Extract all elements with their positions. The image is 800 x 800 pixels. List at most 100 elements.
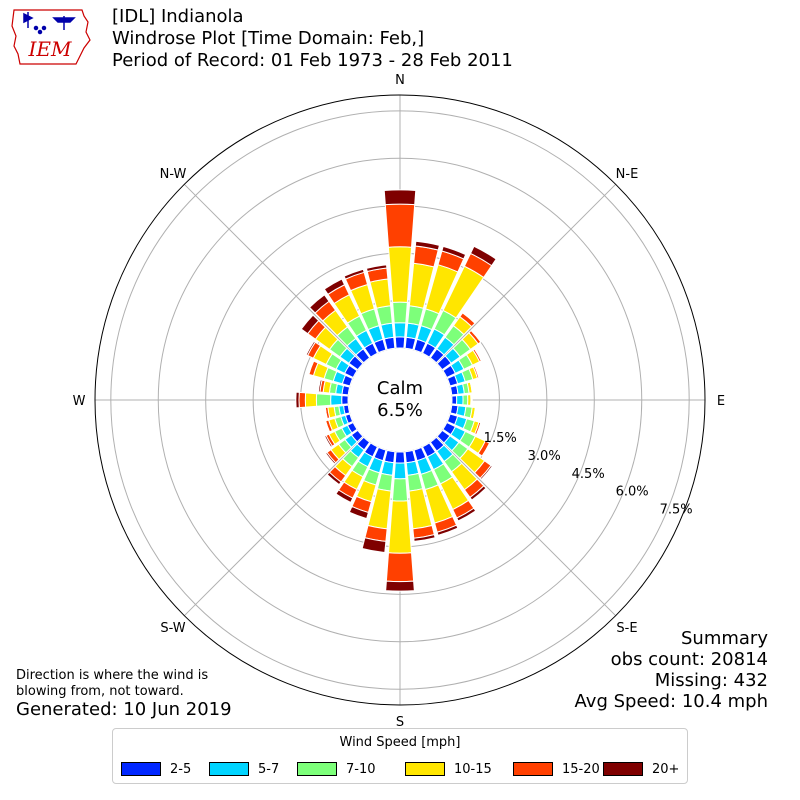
wind-bar-segment	[335, 489, 354, 504]
wind-bar-segment	[469, 245, 497, 267]
legend-label: 20+	[652, 761, 680, 777]
wind-bar-segment	[385, 580, 415, 592]
grid-spoke	[183, 183, 364, 364]
radial-tick-label: 6.0%	[616, 485, 649, 500]
wind-bar-segment	[323, 278, 346, 296]
wind-bar-segment	[330, 394, 343, 406]
wind-bar-segment	[404, 449, 417, 464]
summary-heading: Summary	[681, 628, 768, 649]
wind-bar-segment	[481, 442, 492, 458]
wind-bar-segment	[380, 322, 395, 340]
wind-bar-segment	[405, 322, 420, 340]
legend-item: 10-15	[405, 760, 492, 778]
wind-bar-segment	[295, 391, 300, 409]
legend-swatch	[513, 762, 553, 776]
wind-bar-segment	[414, 240, 441, 251]
wind-bar-segment	[384, 203, 416, 248]
wind-bar-segment	[305, 340, 316, 357]
wind-bar-segment	[380, 460, 395, 476]
wind-bar-segment	[387, 246, 413, 303]
generated-date: Generated: 10 Jun 2019	[16, 699, 232, 720]
wind-bar-segment	[407, 305, 424, 326]
plot-title: Windrose Plot [Time Domain: Feb,]	[112, 28, 425, 49]
legend-item: 15-20	[513, 760, 600, 778]
wind-bar-segment	[391, 478, 409, 502]
direction-label: E	[717, 394, 725, 409]
legend-label: 7-10	[346, 761, 376, 777]
wind-bar-segment	[473, 348, 483, 362]
obs-count: obs count: 20814	[610, 649, 768, 670]
wind-bar-segment	[441, 245, 467, 260]
legend-label: 5-7	[258, 761, 280, 777]
wind-bar-segment	[348, 505, 370, 520]
legend-label: 10-15	[454, 761, 492, 777]
grid-spoke	[436, 183, 617, 364]
period-title: Period of Record: 01 Feb 1973 - 28 Feb 2…	[112, 50, 513, 71]
iem-logo: IEM	[11, 9, 91, 65]
avg-speed: Avg Speed: 10.4 mph	[574, 691, 768, 712]
wind-bar-segment	[473, 407, 478, 420]
wind-bar-segment	[475, 422, 483, 436]
wind-bar-segment	[469, 485, 487, 501]
note-line-2: blowing from, not toward.	[16, 684, 184, 699]
chart-title: [IDL] Indianola Windrose Plot [Time Doma…	[112, 6, 513, 72]
wind-bar-segment	[361, 537, 387, 553]
wind-bar-segment	[394, 336, 406, 349]
legend-item: 7-10	[297, 760, 376, 778]
wind-bar-segment	[308, 294, 330, 314]
wind-bar-segment	[393, 462, 407, 480]
direction-label: S-W	[160, 621, 185, 636]
direction-label: N	[395, 73, 405, 88]
calm-percent: 6.5%	[377, 400, 423, 421]
wind-bar-segment	[404, 336, 417, 351]
wind-bar-segment	[394, 451, 406, 464]
legend-swatch	[405, 762, 445, 776]
missing-count: Missing: 432	[654, 670, 768, 691]
legend-swatch	[297, 762, 337, 776]
wind-bar-segment	[324, 420, 331, 433]
grid-spoke	[183, 436, 364, 617]
wind-bar-segment	[470, 329, 483, 343]
wind-bar-segment	[462, 394, 469, 406]
wind-bar-segment	[365, 264, 388, 273]
direction-note: Direction is where the wind is blowing f…	[16, 668, 208, 700]
wind-bar-segment	[392, 301, 408, 324]
direction-label: S	[396, 715, 404, 730]
wind-bar-segment	[387, 500, 413, 554]
wind-bar-segment	[323, 434, 333, 448]
wind-bar-segment	[479, 464, 494, 481]
wind-bar-segment	[307, 359, 315, 375]
wind-bar-segment	[474, 365, 480, 379]
legend-swatch	[209, 762, 249, 776]
logo-text: IEM	[28, 37, 73, 61]
wind-bar-segment	[406, 472, 424, 492]
wind-bar-segment	[317, 379, 323, 393]
wind-bar-segment	[324, 451, 337, 465]
wind-bar-segment	[343, 268, 365, 280]
wind-bar-segment	[393, 322, 407, 338]
legend-title: Wind Speed [mph]	[339, 735, 461, 750]
wind-bar-segment	[413, 534, 436, 542]
wind-bar-segment	[436, 524, 459, 536]
grid-spoke	[436, 436, 617, 617]
legend-label: 15-20	[562, 761, 600, 777]
wind-bar-segment	[385, 552, 415, 583]
wind-bar-segment	[471, 394, 473, 406]
direction-label: W	[73, 394, 86, 409]
wind-bar-segment	[383, 449, 396, 464]
radial-tick-label: 4.5%	[572, 467, 605, 482]
wind-bar-segment	[383, 336, 396, 351]
wind-bar-segment	[326, 471, 342, 486]
wind-bar-segment	[451, 395, 458, 405]
wind-bar-segment	[376, 472, 394, 492]
wind-bar-segment	[470, 381, 475, 394]
wind-bar-segment	[324, 406, 328, 420]
legend-item: 2-5	[121, 760, 191, 778]
legend-label: 2-5	[170, 761, 192, 777]
direction-label: N-W	[160, 167, 187, 182]
wind-bar-segment	[298, 391, 307, 409]
radial-tick-label: 7.5%	[660, 502, 693, 517]
legend-swatch	[603, 762, 643, 776]
wind-bar-segment	[315, 393, 332, 407]
